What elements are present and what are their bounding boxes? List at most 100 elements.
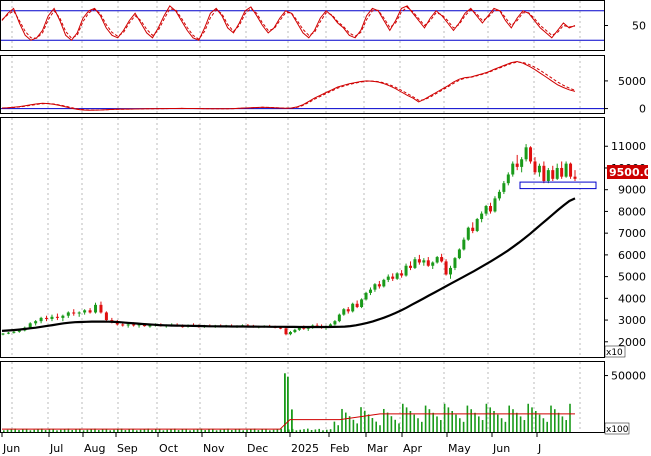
volume-bar bbox=[504, 421, 507, 432]
macd-series bbox=[1, 60, 604, 111]
volume-bar bbox=[143, 429, 146, 432]
candle-body bbox=[529, 147, 533, 162]
volume-bar bbox=[33, 429, 35, 432]
candle-body bbox=[333, 321, 337, 325]
candle-body bbox=[426, 260, 430, 266]
candle-body bbox=[297, 327, 301, 330]
volume-panel-frame bbox=[0, 361, 605, 433]
candle-body bbox=[457, 249, 461, 259]
volume-bar bbox=[98, 430, 100, 432]
price-unit-box bbox=[604, 345, 626, 358]
current-price-tag: 9500.0 bbox=[607, 165, 651, 179]
candle-body bbox=[12, 331, 16, 333]
candle-body bbox=[328, 324, 332, 327]
support-band bbox=[519, 181, 597, 190]
volume-bar bbox=[3, 430, 5, 432]
volume-bar bbox=[402, 403, 404, 432]
tick-label: 50000 bbox=[611, 370, 646, 383]
volume-bar bbox=[345, 412, 347, 432]
candle-body bbox=[137, 324, 141, 326]
volume-bar bbox=[120, 428, 123, 432]
candle-body bbox=[551, 170, 555, 179]
volume-bar bbox=[428, 409, 431, 432]
volume-bar bbox=[364, 410, 366, 432]
candle-body bbox=[515, 163, 519, 167]
volume-bar bbox=[151, 430, 153, 432]
candle-body bbox=[288, 332, 292, 335]
price-unit-label: x10 bbox=[606, 348, 623, 358]
volume-bar bbox=[307, 428, 309, 432]
candle-body bbox=[342, 309, 346, 315]
current-price-tag-bg bbox=[607, 165, 648, 179]
volume-bar bbox=[136, 430, 138, 432]
volume-bar bbox=[516, 412, 518, 432]
volume-bar bbox=[22, 429, 24, 432]
volume-bar bbox=[500, 418, 503, 432]
volume-unit-label: x100 bbox=[606, 425, 629, 435]
volume-bar bbox=[360, 407, 362, 432]
volume-bar bbox=[48, 429, 51, 432]
volume-bar bbox=[557, 412, 560, 432]
candle-body bbox=[440, 257, 444, 262]
volume-bar bbox=[52, 428, 54, 432]
volume-bar bbox=[158, 428, 161, 432]
candle-body bbox=[50, 316, 54, 319]
candle-body bbox=[143, 324, 146, 327]
candle-body bbox=[471, 227, 475, 231]
volume-bar bbox=[424, 405, 427, 432]
tick-label: 0 bbox=[639, 103, 646, 116]
volume-bar bbox=[155, 429, 157, 432]
volume-bar bbox=[219, 429, 222, 432]
volume-bar bbox=[538, 414, 541, 432]
candle-body bbox=[444, 261, 448, 275]
candle-body bbox=[72, 312, 76, 314]
volume-bar bbox=[421, 421, 423, 432]
candle-body bbox=[355, 303, 359, 308]
volume-bar bbox=[367, 414, 370, 432]
candle-body bbox=[34, 321, 38, 324]
volume-bar bbox=[257, 430, 260, 432]
volume-bar bbox=[101, 429, 104, 432]
volume-bar bbox=[310, 430, 313, 432]
tick-label: 3000 bbox=[618, 314, 646, 327]
candle-body bbox=[537, 165, 541, 173]
volume-bar bbox=[37, 429, 39, 432]
volume-bar bbox=[86, 429, 89, 432]
volume-bar bbox=[204, 430, 206, 432]
volume-bar bbox=[67, 428, 70, 432]
candle-body bbox=[1, 333, 5, 335]
volume-bar bbox=[409, 411, 412, 432]
volume-bar bbox=[193, 429, 195, 432]
price-panel-frame bbox=[0, 117, 605, 358]
volume-bar bbox=[18, 430, 20, 432]
volume-bar bbox=[314, 429, 317, 432]
volume-bar bbox=[443, 403, 446, 432]
x-axis-label: May bbox=[448, 442, 471, 455]
candle-body bbox=[449, 267, 453, 275]
volume-ma-line bbox=[2, 413, 575, 430]
volume-bar bbox=[508, 405, 510, 432]
candle-body bbox=[121, 324, 125, 326]
candle-body bbox=[99, 304, 103, 313]
candle-body bbox=[573, 176, 577, 179]
candle-body bbox=[408, 265, 412, 268]
volume-bar bbox=[554, 409, 556, 432]
tick-label: 5000 bbox=[618, 271, 646, 284]
candle-body bbox=[493, 198, 497, 212]
volume-bar bbox=[223, 429, 225, 432]
price-candles bbox=[1, 144, 597, 336]
candle-body bbox=[115, 322, 119, 325]
volume-spike-bar bbox=[287, 376, 289, 432]
volume-bar bbox=[185, 428, 187, 432]
volume-spike-bar bbox=[291, 409, 293, 432]
volume-bar bbox=[462, 421, 465, 432]
volume-bar bbox=[280, 428, 282, 432]
x-axis-label: Sep bbox=[117, 442, 138, 455]
candle-body bbox=[520, 159, 524, 167]
moving-average-line bbox=[1, 197, 576, 332]
volume-bar bbox=[569, 403, 571, 432]
volume-bar bbox=[227, 428, 229, 432]
candle-body bbox=[386, 276, 390, 280]
volume-bars bbox=[2, 373, 575, 432]
tick-label: 11000 bbox=[611, 140, 646, 153]
